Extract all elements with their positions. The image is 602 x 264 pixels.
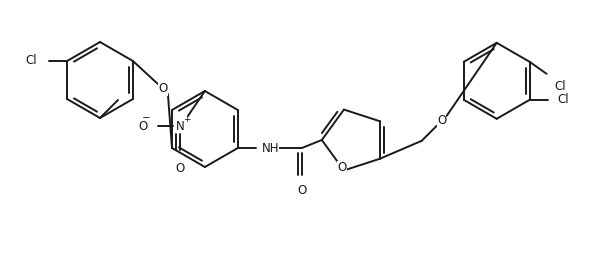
Text: +: +	[183, 115, 191, 124]
Text: Cl: Cl	[554, 80, 566, 93]
Text: Cl: Cl	[557, 93, 569, 106]
Text: O: O	[158, 82, 167, 96]
Text: −: −	[141, 113, 150, 123]
Text: O: O	[297, 184, 306, 197]
Text: O: O	[437, 114, 446, 127]
Text: N: N	[176, 120, 184, 133]
Text: O: O	[138, 120, 148, 133]
Text: NH: NH	[262, 142, 279, 154]
Text: Cl: Cl	[25, 54, 37, 68]
Text: O: O	[175, 162, 185, 175]
Text: O: O	[337, 161, 347, 174]
